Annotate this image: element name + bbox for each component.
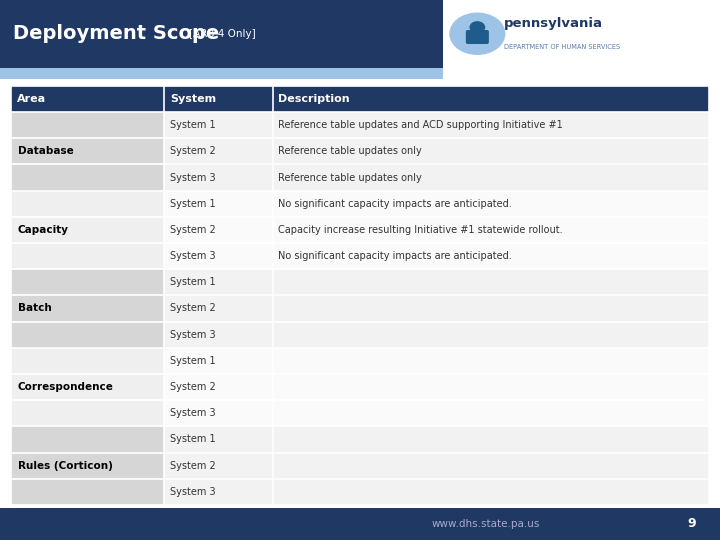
Text: Deployment Scope: Deployment Scope: [13, 24, 219, 43]
FancyBboxPatch shape: [11, 295, 164, 322]
FancyBboxPatch shape: [164, 138, 709, 164]
FancyBboxPatch shape: [466, 30, 489, 44]
FancyBboxPatch shape: [164, 191, 709, 217]
Text: Capacity increase resulting Initiative #1 statewide rollout.: Capacity increase resulting Initiative #…: [279, 225, 563, 235]
FancyBboxPatch shape: [0, 0, 720, 68]
FancyBboxPatch shape: [164, 243, 709, 269]
Text: www.dhs.state.pa.us: www.dhs.state.pa.us: [432, 519, 541, 529]
Text: System 2: System 2: [170, 303, 216, 314]
FancyBboxPatch shape: [11, 217, 164, 243]
FancyBboxPatch shape: [0, 508, 720, 540]
Text: System 3: System 3: [170, 408, 216, 418]
FancyBboxPatch shape: [11, 322, 164, 348]
FancyBboxPatch shape: [164, 453, 709, 479]
FancyBboxPatch shape: [164, 112, 709, 138]
FancyBboxPatch shape: [11, 86, 709, 112]
FancyBboxPatch shape: [11, 243, 164, 269]
Text: System 3: System 3: [170, 251, 216, 261]
Text: [ARB 4 Only]: [ARB 4 Only]: [189, 29, 256, 39]
Text: Batch: Batch: [18, 303, 52, 314]
Text: Rules (Corticon): Rules (Corticon): [18, 461, 113, 471]
Text: System 3: System 3: [170, 329, 216, 340]
FancyBboxPatch shape: [11, 138, 164, 164]
FancyBboxPatch shape: [164, 322, 709, 348]
FancyBboxPatch shape: [0, 68, 443, 79]
Text: System 1: System 1: [170, 356, 216, 366]
Text: No significant capacity impacts are anticipated.: No significant capacity impacts are anti…: [279, 251, 512, 261]
Text: System 2: System 2: [170, 382, 216, 392]
FancyBboxPatch shape: [164, 164, 709, 191]
FancyBboxPatch shape: [11, 269, 164, 295]
FancyBboxPatch shape: [164, 427, 709, 453]
Text: 9: 9: [688, 517, 696, 530]
FancyBboxPatch shape: [11, 374, 164, 400]
FancyBboxPatch shape: [164, 348, 709, 374]
Text: Reference table updates and ACD supporting Initiative #1: Reference table updates and ACD supporti…: [279, 120, 563, 130]
Text: Area: Area: [17, 94, 45, 104]
Text: System 1: System 1: [170, 277, 216, 287]
Text: System 2: System 2: [170, 461, 216, 471]
Text: System 3: System 3: [170, 172, 216, 183]
Text: System 1: System 1: [170, 199, 216, 209]
Circle shape: [470, 22, 485, 32]
Text: System: System: [170, 94, 216, 104]
Text: System 2: System 2: [170, 146, 216, 157]
FancyBboxPatch shape: [11, 112, 164, 138]
FancyBboxPatch shape: [11, 164, 164, 191]
FancyBboxPatch shape: [164, 269, 709, 295]
Text: System 2: System 2: [170, 225, 216, 235]
Text: pennsylvania: pennsylvania: [504, 17, 603, 30]
FancyBboxPatch shape: [164, 479, 709, 505]
FancyBboxPatch shape: [164, 374, 709, 400]
FancyBboxPatch shape: [164, 217, 709, 243]
FancyBboxPatch shape: [164, 295, 709, 322]
Text: Capacity: Capacity: [18, 225, 69, 235]
FancyBboxPatch shape: [164, 400, 709, 427]
Text: Correspondence: Correspondence: [18, 382, 114, 392]
FancyBboxPatch shape: [11, 453, 164, 479]
Text: System 1: System 1: [170, 120, 216, 130]
Text: Database: Database: [18, 146, 73, 157]
FancyBboxPatch shape: [11, 348, 164, 374]
Text: DEPARTMENT OF HUMAN SERVICES: DEPARTMENT OF HUMAN SERVICES: [504, 44, 620, 50]
Text: Reference table updates only: Reference table updates only: [279, 146, 422, 157]
Circle shape: [450, 13, 505, 54]
Text: Reference table updates only: Reference table updates only: [279, 172, 422, 183]
FancyBboxPatch shape: [11, 479, 164, 505]
FancyBboxPatch shape: [11, 400, 164, 427]
Text: Description: Description: [279, 94, 350, 104]
FancyBboxPatch shape: [11, 427, 164, 453]
FancyBboxPatch shape: [443, 0, 720, 68]
Text: System 1: System 1: [170, 434, 216, 444]
Text: No significant capacity impacts are anticipated.: No significant capacity impacts are anti…: [279, 199, 512, 209]
Text: System 3: System 3: [170, 487, 216, 497]
FancyBboxPatch shape: [11, 191, 164, 217]
